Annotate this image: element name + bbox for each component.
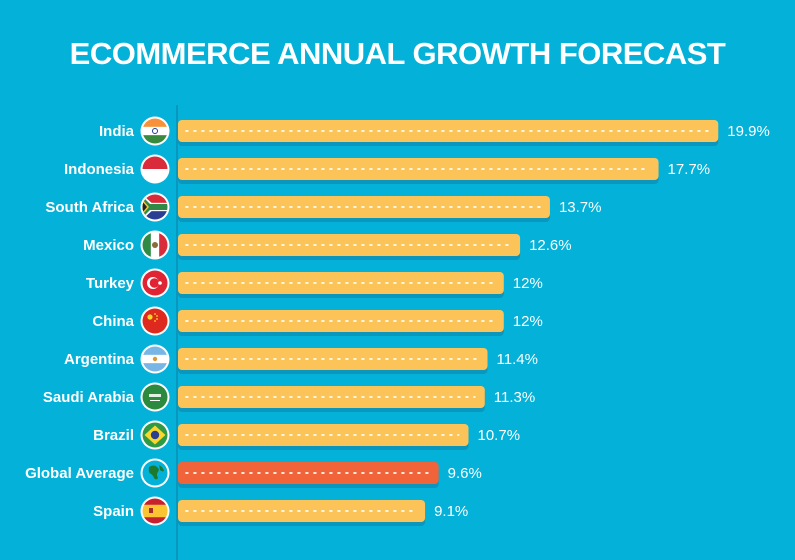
brazil-flag-icon xyxy=(140,420,170,450)
value-label: 11.4% xyxy=(497,351,538,368)
chart-title: ECOMMERCE ANNUAL GROWTH FORECAST xyxy=(69,36,726,71)
value-label: 17.7% xyxy=(668,161,711,178)
value-label: 9.6% xyxy=(448,465,482,482)
value-label: 19.9% xyxy=(727,123,770,140)
bar-group: Indonesia 17.7% xyxy=(64,154,711,184)
category-label: Saudi Arabia xyxy=(43,389,135,406)
bar-group: Brazil 10.7% xyxy=(93,420,521,450)
value-label: 9.1% xyxy=(434,503,468,520)
bar-group: China 12% xyxy=(92,306,543,336)
value-label: 10.7% xyxy=(478,427,521,444)
bar xyxy=(178,310,504,332)
bar-group: India 19.9% xyxy=(99,116,770,146)
turkey-flag-icon xyxy=(140,268,170,298)
bar-group: Saudi Arabia 11.3% xyxy=(43,382,535,412)
bar-group: Spain 9.1% xyxy=(93,496,468,526)
value-label: 13.7% xyxy=(559,199,602,216)
category-label: South Africa xyxy=(45,199,134,216)
y-axis-line xyxy=(176,105,178,560)
category-label: India xyxy=(99,123,135,140)
bar xyxy=(178,272,504,294)
category-label: China xyxy=(92,313,134,330)
india-flag-icon xyxy=(140,116,170,146)
bar-group: South Africa 13.7% xyxy=(45,192,602,222)
argentina-flag-icon xyxy=(140,344,170,374)
category-label: Brazil xyxy=(93,427,134,444)
value-label: 11.3% xyxy=(494,389,535,406)
bar-group: Argentina 11.4% xyxy=(64,344,538,374)
bar-group: Turkey 12% xyxy=(86,268,543,298)
category-label: Indonesia xyxy=(64,161,135,178)
category-label: Argentina xyxy=(64,351,135,368)
mexico-flag-icon xyxy=(140,230,170,260)
value-label: 12.6% xyxy=(529,237,572,254)
category-label: Global Average xyxy=(25,465,134,482)
bar-group: Mexico 12.6% xyxy=(83,230,572,260)
south-africa-flag-icon xyxy=(140,192,170,222)
bar-group: Global Average 9.6% xyxy=(25,458,482,488)
value-label: 12% xyxy=(513,313,543,330)
value-label: 12% xyxy=(513,275,543,292)
category-label: Turkey xyxy=(86,275,135,292)
category-label: Mexico xyxy=(83,237,134,254)
bar xyxy=(178,234,521,256)
bar xyxy=(178,500,426,522)
category-label: Spain xyxy=(93,503,134,520)
china-flag-icon xyxy=(140,306,170,336)
globe-icon xyxy=(140,458,170,488)
indonesia-flag-icon xyxy=(140,154,170,184)
spain-flag-icon xyxy=(140,496,170,526)
bar xyxy=(178,120,719,142)
bar xyxy=(178,348,488,370)
saudi-arabia-flag-icon xyxy=(140,382,170,412)
